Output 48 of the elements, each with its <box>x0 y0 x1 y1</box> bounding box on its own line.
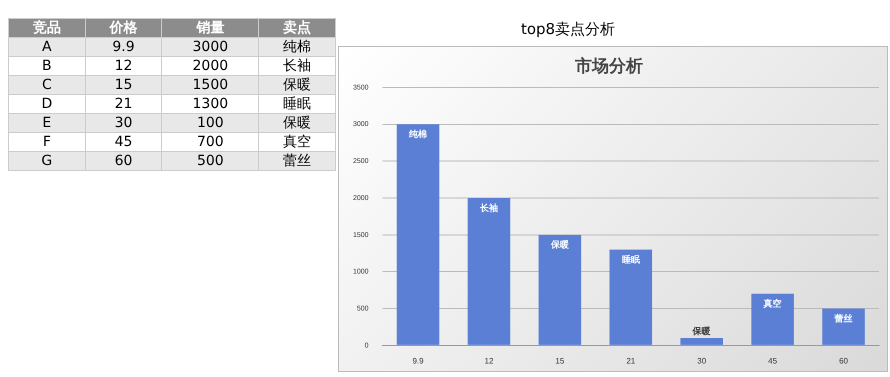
x-tick-label: 15 <box>555 356 565 366</box>
data-label: 睡眠 <box>622 254 640 266</box>
x-tick-label: 30 <box>697 356 707 366</box>
category-label: 12 <box>114 58 132 74</box>
category-label: 21 <box>114 96 132 112</box>
text: A <box>8 38 86 56</box>
text: 竞品 <box>8 18 86 38</box>
category-label: 45 <box>114 134 132 150</box>
x-tick-label: 12 <box>484 356 494 366</box>
data-label: 保暖 <box>692 326 711 337</box>
text: 500 <box>162 152 259 170</box>
text: 睡眠 <box>283 96 312 112</box>
x-tick-label: 60 <box>839 356 849 366</box>
chart-subtitle: top8卖点分析 <box>520 20 616 39</box>
data-label: 蕾丝 <box>834 313 853 324</box>
text: 保暖 <box>283 115 312 131</box>
category-label: 15 <box>114 77 132 93</box>
text: 2000 <box>162 56 259 76</box>
x-tick-label: 21 <box>626 356 636 366</box>
data-label: 真空 <box>762 298 782 310</box>
x-tick-label: 9.9 <box>412 356 424 366</box>
data-label: 长袖 <box>478 202 498 214</box>
text: 保暖 <box>283 77 312 93</box>
chart-title: 市场分析 <box>574 56 643 77</box>
text: 真空 <box>283 134 312 150</box>
text: 100 <box>162 114 259 132</box>
category-label: 30 <box>114 115 132 131</box>
category-label: 9.9 <box>112 39 135 55</box>
text: 纯棉 <box>283 39 312 55</box>
text: G <box>8 152 86 170</box>
x-tick-label: 45 <box>768 356 778 366</box>
text: 卖点 <box>258 18 336 38</box>
text: 700 <box>162 132 259 152</box>
text: 销量 <box>162 18 259 38</box>
text: 价格 <box>85 18 162 38</box>
text: F <box>8 132 86 152</box>
text: 蕾丝 <box>283 153 312 169</box>
text: 3000 <box>162 38 259 56</box>
text: B <box>8 56 86 76</box>
text: D <box>8 94 86 114</box>
text: 1500 <box>162 76 259 94</box>
data-label: 纯棉 <box>408 129 428 140</box>
text: E <box>8 114 86 132</box>
data-label: 保暖 <box>550 240 569 251</box>
text: 1300 <box>162 94 259 114</box>
text: 长袖 <box>283 58 312 74</box>
category-label: 60 <box>114 153 132 169</box>
text: C <box>8 76 86 94</box>
